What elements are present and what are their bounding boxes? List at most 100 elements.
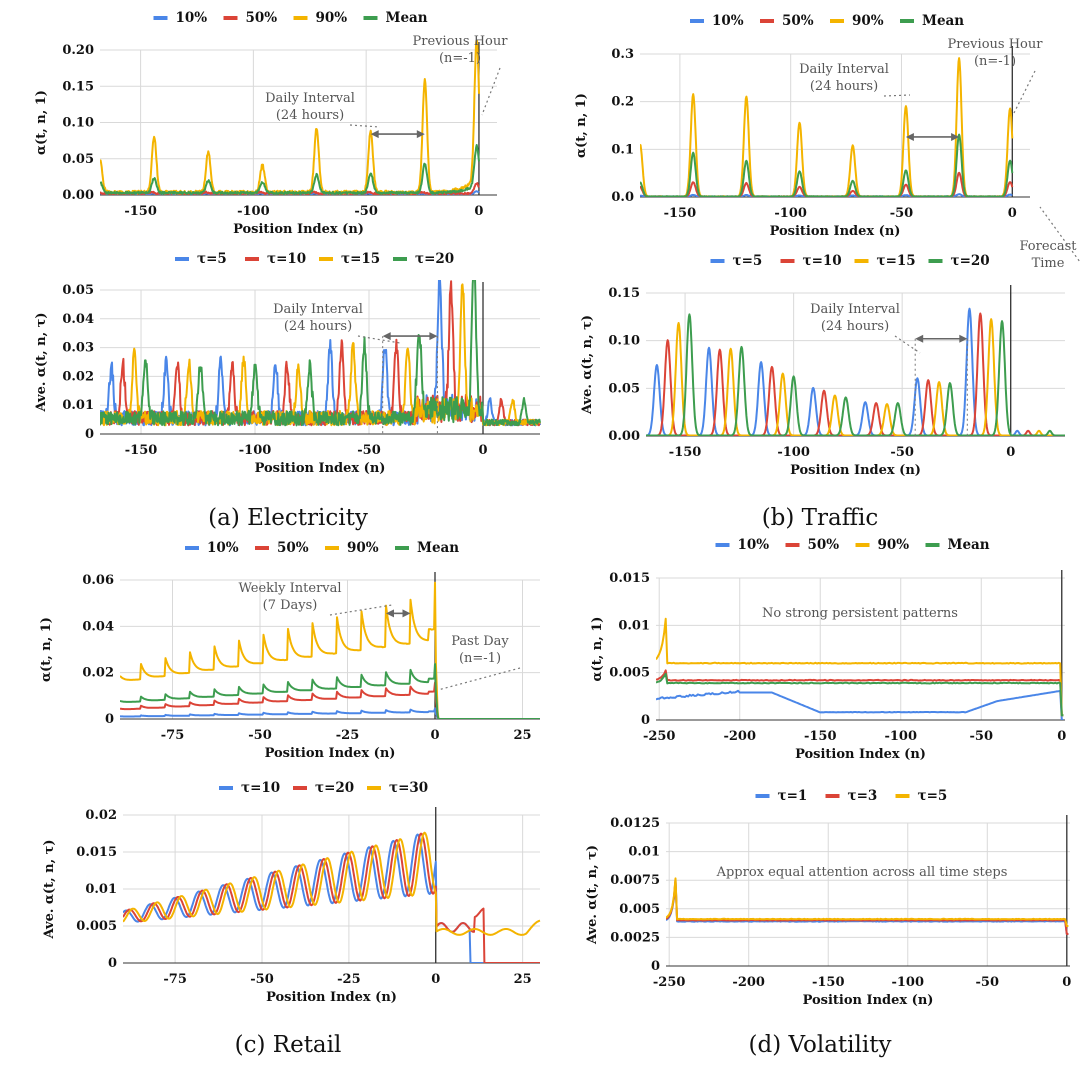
legend-swatch: [245, 257, 259, 261]
annotation-text: Previous Hour: [413, 34, 509, 49]
annotation-text: Time: [1032, 256, 1065, 271]
series-line-10%: [120, 707, 541, 719]
series-line-τ=20: [100, 280, 541, 427]
x-tick-label: -100: [237, 204, 270, 219]
legend-swatch: [367, 786, 381, 790]
legend-swatch: [690, 19, 704, 23]
x-tick-label: 0: [1062, 975, 1071, 990]
legend-swatch: [255, 546, 269, 550]
chart-vol_top: 0 0.005 0.01 0.015 -250 -200 -150 -100 -50 0 Posit…: [590, 537, 1066, 762]
annotation-leader: [1039, 206, 1080, 264]
legend-label: τ=15: [341, 251, 380, 267]
legend-swatch: [319, 257, 333, 261]
y-tick-label: 0.01: [62, 398, 94, 413]
legend-item: 50%: [255, 540, 309, 556]
x-axis-label: Position Index (n): [265, 746, 396, 761]
legend-item: 10%: [185, 540, 239, 556]
annotation-leader: [329, 604, 393, 616]
legend-item: τ=15: [319, 251, 380, 267]
y-axis-label: α(t, n, 1): [574, 93, 589, 158]
caption-retail: (c) Retail: [235, 1032, 342, 1058]
legend-item: 50%: [760, 13, 814, 29]
series-line-τ=5: [666, 877, 1069, 927]
y-tick-label: 0.10: [608, 334, 640, 349]
series-line-50%: [120, 681, 541, 719]
legend-item: 10%: [153, 10, 207, 26]
y-tick-label: 0.02: [62, 369, 94, 384]
annotation-leader: [357, 335, 401, 344]
x-tick-label: -250: [643, 729, 676, 744]
y-tick-label: 0.015: [609, 571, 650, 586]
x-axis-label: Position Index (n): [233, 222, 364, 237]
legend-swatch: [185, 546, 199, 550]
x-tick-label: -100: [774, 206, 807, 221]
annotation-leader: [481, 67, 501, 116]
legend-swatch: [325, 546, 339, 550]
legend-item: τ=10: [245, 251, 306, 267]
legend-swatch: [715, 543, 730, 547]
y-tick-label: 0.00: [62, 188, 94, 203]
interval-arrow: [914, 334, 968, 436]
interval-arrow: [382, 332, 438, 434]
legend-item: τ=30: [367, 780, 428, 796]
x-tick-label: -100: [891, 975, 924, 990]
legend-swatch: [928, 259, 943, 263]
legend-swatch: [293, 16, 308, 20]
legend-swatch: [825, 794, 840, 798]
annotation-leader: [883, 94, 911, 97]
x-axis-label: Position Index (n): [795, 747, 926, 762]
y-axis-label: Ave. α(t, n, τ): [585, 845, 600, 945]
annotation-text: (24 hours): [821, 319, 889, 334]
chart-retail_top: 0 0.02 0.04 0.06 -75 -50 -25 0 25 Position Index …: [39, 540, 541, 761]
y-tick-label: 0.005: [76, 919, 117, 934]
series-line-50%: [656, 669, 1064, 717]
series-line-τ=5: [100, 280, 541, 427]
legend-label: 50%: [246, 10, 278, 26]
caption-volatility: (d) Volatility: [749, 1032, 892, 1058]
legend-swatch: [153, 16, 168, 20]
y-axis-label: Ave. α(t, n, τ): [580, 315, 595, 415]
x-tick-label: -150: [669, 445, 702, 460]
x-axis-label: Position Index (n): [266, 990, 397, 1005]
annotation-text: (24 hours): [810, 79, 878, 94]
x-tick-label: -150: [664, 206, 697, 221]
legend-item: 50%: [223, 10, 278, 26]
x-axis-label: Position Index (n): [770, 224, 901, 239]
y-tick-label: 0.2: [611, 95, 634, 110]
annotation-text: No strong persistent patterns: [762, 606, 958, 621]
series-line-Mean: [100, 144, 480, 195]
legend-swatch: [760, 19, 774, 23]
y-tick-label: 0.1: [611, 142, 634, 157]
annotation-text: Daily Interval: [273, 302, 363, 317]
x-axis-label: Position Index (n): [255, 461, 386, 476]
y-tick-label: 0.15: [62, 79, 94, 94]
annotation-text: (n=-1): [459, 651, 501, 666]
x-tick-label: 0: [1006, 445, 1015, 460]
x-tick-label: 0: [1057, 729, 1066, 744]
chart-retail_bot: 0 0.005 0.01 0.015 0.02 -75 -50 -25 0 25 Position …: [42, 780, 541, 1005]
x-tick-label: -25: [337, 972, 361, 987]
y-tick-label: 0.05: [608, 381, 640, 396]
annotation-text: (24 hours): [284, 319, 352, 334]
x-tick-label: -250: [653, 975, 686, 990]
legend-swatch: [393, 257, 407, 261]
annotation: Previous Hour (n=-1): [413, 34, 509, 116]
legend-label: 50%: [808, 537, 840, 553]
legend-item: 10%: [715, 537, 769, 553]
series-line-τ=20: [646, 313, 1066, 436]
legend-label: τ=1: [778, 788, 808, 804]
legend-label: 90%: [878, 537, 910, 553]
annotation: No strong persistent patterns: [762, 606, 958, 621]
annotation: Daily Interval (24 hours): [273, 302, 401, 344]
interval-arrow: [905, 132, 960, 141]
annotation-text: Weekly Interval: [238, 581, 341, 596]
y-axis-label: Ave. α(t, n, τ): [42, 839, 57, 939]
series-line-Mean: [640, 133, 1014, 197]
y-tick-label: 0.02: [82, 666, 114, 681]
y-tick-label: 0.00: [608, 429, 640, 444]
legend-label: τ=10: [267, 251, 306, 267]
legend-item: τ=20: [293, 780, 354, 796]
legend-swatch: [363, 16, 378, 20]
y-tick-label: 0.02: [85, 808, 117, 823]
x-tick-label: 25: [514, 972, 532, 987]
